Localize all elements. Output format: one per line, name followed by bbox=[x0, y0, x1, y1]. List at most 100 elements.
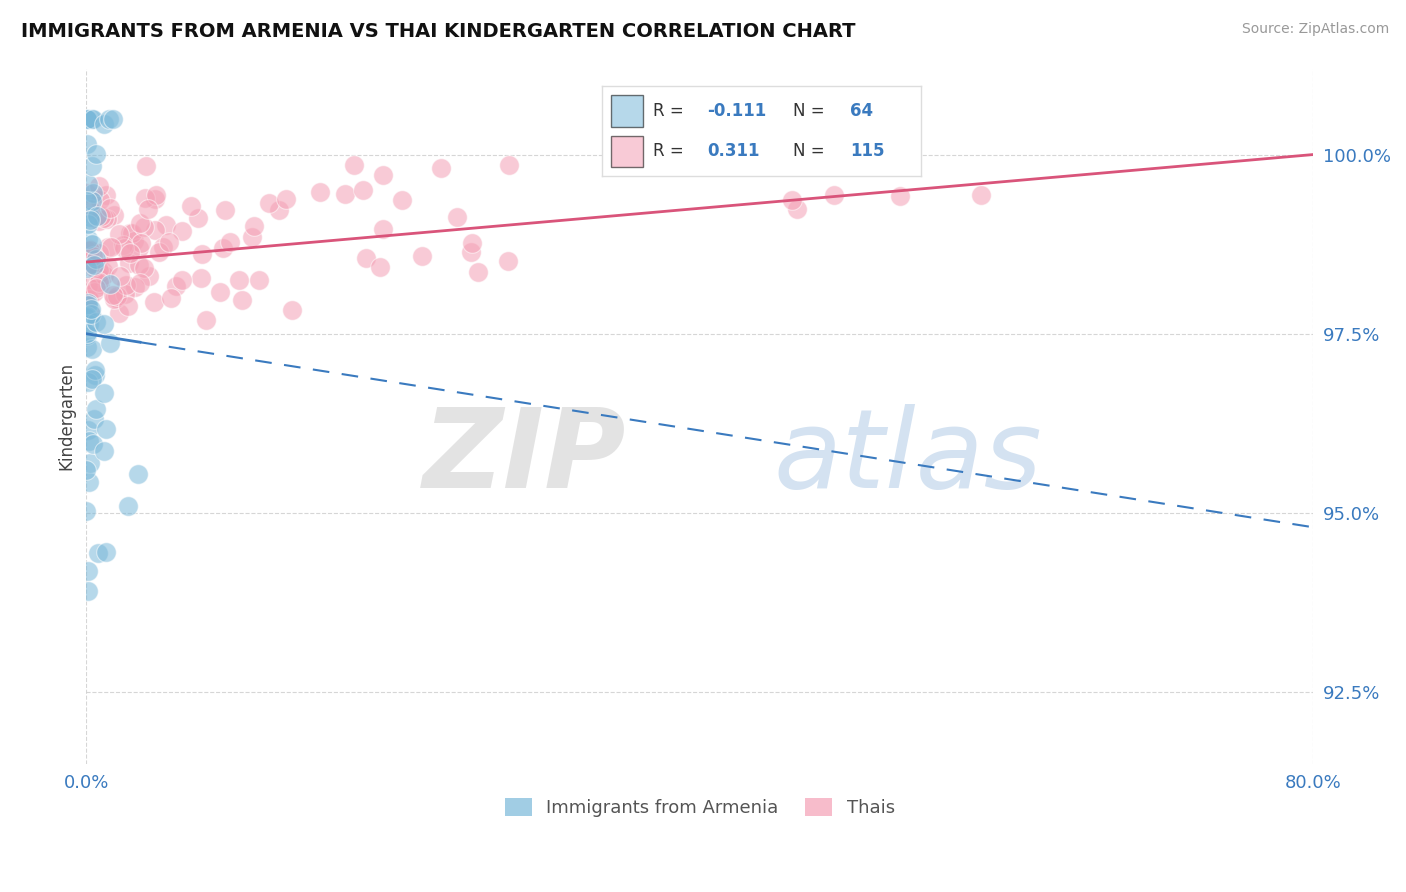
Point bbox=[97, 112, 120, 126]
Point bbox=[143, 223, 166, 237]
Point bbox=[98, 202, 121, 216]
Point bbox=[180, 199, 202, 213]
Point bbox=[76, 375, 98, 389]
Point bbox=[87, 214, 110, 228]
Point bbox=[84, 280, 107, 294]
Point bbox=[391, 193, 413, 207]
Point bbox=[83, 258, 105, 272]
Point bbox=[80, 371, 103, 385]
Point bbox=[145, 192, 167, 206]
Point bbox=[76, 243, 98, 257]
Point bbox=[86, 268, 108, 282]
Point bbox=[75, 310, 97, 325]
Point bbox=[343, 158, 366, 172]
Point bbox=[76, 112, 98, 126]
Point bbox=[86, 209, 108, 223]
Point bbox=[79, 243, 101, 257]
Point bbox=[82, 260, 104, 274]
Point bbox=[159, 291, 181, 305]
Point bbox=[138, 268, 160, 283]
Point bbox=[77, 564, 100, 578]
Point bbox=[274, 193, 297, 207]
Point bbox=[79, 212, 101, 227]
Point bbox=[77, 317, 100, 331]
Point bbox=[103, 112, 125, 126]
Point bbox=[143, 295, 166, 310]
Point bbox=[135, 160, 157, 174]
Point bbox=[82, 186, 104, 201]
Point bbox=[79, 211, 101, 225]
Point bbox=[98, 277, 121, 291]
Point bbox=[77, 423, 100, 437]
Point bbox=[77, 298, 100, 312]
Text: Source: ZipAtlas.com: Source: ZipAtlas.com bbox=[1241, 22, 1389, 37]
Text: atlas: atlas bbox=[773, 404, 1042, 511]
Point bbox=[76, 112, 98, 126]
Point bbox=[121, 227, 143, 241]
Point bbox=[170, 273, 193, 287]
Point bbox=[76, 340, 98, 354]
Point bbox=[93, 317, 115, 331]
Point bbox=[122, 234, 145, 248]
Point bbox=[79, 305, 101, 319]
Point bbox=[80, 302, 103, 317]
Point bbox=[76, 326, 98, 340]
Point bbox=[117, 299, 139, 313]
Point bbox=[76, 194, 98, 208]
Point bbox=[94, 422, 117, 436]
Point bbox=[76, 136, 98, 151]
Point bbox=[80, 194, 103, 208]
Point bbox=[76, 112, 98, 126]
Point bbox=[105, 289, 128, 303]
Point bbox=[460, 245, 482, 260]
Point bbox=[308, 185, 330, 199]
Point bbox=[82, 249, 104, 263]
Point bbox=[82, 112, 104, 126]
Point bbox=[257, 196, 280, 211]
Point bbox=[446, 210, 468, 224]
Point bbox=[80, 160, 103, 174]
Point bbox=[79, 434, 101, 449]
Point bbox=[165, 279, 187, 293]
Point bbox=[429, 161, 451, 176]
Point bbox=[77, 232, 100, 246]
Point bbox=[97, 240, 120, 254]
Point bbox=[82, 237, 104, 252]
Point bbox=[90, 209, 112, 223]
Point bbox=[170, 224, 193, 238]
Point bbox=[786, 202, 808, 216]
Point bbox=[780, 194, 803, 208]
Point bbox=[76, 112, 98, 126]
Point bbox=[269, 203, 291, 218]
Point bbox=[127, 467, 149, 482]
Point bbox=[80, 342, 103, 356]
Point bbox=[75, 112, 97, 126]
Point bbox=[77, 583, 100, 598]
Point bbox=[132, 261, 155, 276]
Point bbox=[103, 292, 125, 306]
Point bbox=[114, 287, 136, 301]
Point bbox=[152, 240, 174, 254]
Point bbox=[83, 411, 105, 425]
Point bbox=[371, 222, 394, 236]
Point bbox=[129, 277, 152, 291]
Point bbox=[212, 241, 235, 255]
Point bbox=[80, 257, 103, 271]
Point bbox=[112, 241, 135, 255]
Point bbox=[84, 252, 107, 267]
Point bbox=[75, 463, 97, 477]
Point bbox=[190, 271, 212, 285]
Point bbox=[124, 280, 146, 294]
Point bbox=[460, 235, 482, 250]
Point bbox=[240, 230, 263, 244]
Point bbox=[129, 235, 152, 250]
Point bbox=[80, 307, 103, 321]
Point bbox=[76, 328, 98, 343]
Point bbox=[128, 258, 150, 272]
Point bbox=[84, 315, 107, 329]
Point bbox=[190, 247, 212, 261]
Point bbox=[93, 443, 115, 458]
Point bbox=[79, 202, 101, 216]
Point bbox=[77, 475, 100, 489]
Point bbox=[209, 285, 232, 300]
